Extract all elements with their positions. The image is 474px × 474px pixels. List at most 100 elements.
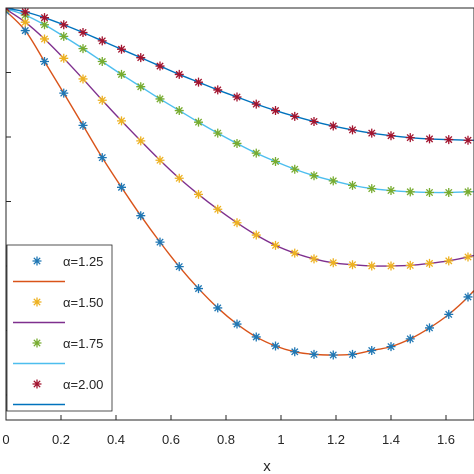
- x-tick-label: 0.4: [107, 432, 125, 447]
- data-point-series-1: [251, 332, 261, 342]
- data-point-series-3-glyph: [213, 128, 223, 138]
- data-point-series-4-glyph: [232, 92, 242, 102]
- data-point-series-1: [78, 120, 88, 130]
- legend-label: α=2.00: [63, 377, 103, 392]
- data-point-series-2: [309, 254, 319, 264]
- data-point-series-4-glyph: [40, 13, 49, 23]
- legend-marker: [32, 338, 42, 348]
- legend-marker-glyph: [32, 379, 42, 389]
- data-point-series-3: [367, 184, 377, 194]
- data-point-series-4-glyph: [97, 36, 107, 46]
- data-point-series-2-glyph: [213, 204, 223, 214]
- data-point-series-4: [20, 8, 30, 17]
- data-point-series-1-glyph: [194, 284, 203, 294]
- data-point-series-2: [97, 95, 107, 105]
- data-point-series-3-glyph: [463, 187, 473, 197]
- data-point-series-1: [97, 153, 107, 163]
- data-point-series-3-glyph: [232, 138, 242, 148]
- data-point-series-2: [386, 261, 396, 271]
- data-point-series-1: [59, 88, 69, 98]
- data-point-series-4-glyph: [367, 128, 377, 138]
- data-point-series-3: [136, 82, 146, 92]
- legend: α=1.25 α=1.50 α=1.75 α=2.00: [6, 244, 113, 412]
- legend-label: α=1.50: [63, 295, 103, 310]
- data-point-series-1: [405, 334, 415, 344]
- data-point-series-3-glyph: [386, 186, 396, 196]
- data-point-series-2-glyph: [155, 155, 165, 165]
- data-point-series-3: [425, 187, 434, 197]
- data-point-series-1-glyph: [328, 350, 338, 360]
- data-point-series-1-glyph: [20, 26, 30, 36]
- data-point-series-4: [174, 69, 184, 79]
- data-point-series-4: [444, 135, 454, 145]
- data-point-series-2-glyph: [136, 136, 146, 146]
- data-point-series-1-glyph: [444, 309, 454, 319]
- data-point-series-1-glyph: [232, 319, 242, 329]
- data-point-series-3-glyph: [40, 20, 49, 30]
- legend-marker: [32, 297, 42, 307]
- data-point-series-2-glyph: [425, 258, 434, 268]
- data-point-series-1-glyph: [386, 342, 396, 352]
- data-point-series-2-glyph: [463, 252, 473, 262]
- x-tick-label: 1.2: [327, 432, 345, 447]
- data-point-series-1-glyph: [271, 341, 280, 351]
- data-point-series-1-glyph: [348, 349, 357, 359]
- data-point-series-1: [155, 237, 165, 247]
- data-point-series-3: [213, 128, 223, 138]
- data-point-series-4-glyph: [251, 99, 261, 109]
- data-point-series-2: [328, 258, 338, 268]
- data-point-series-4: [328, 121, 338, 131]
- data-point-series-1-glyph: [78, 120, 88, 130]
- data-point-series-1: [194, 284, 203, 294]
- data-point-series-2-glyph: [271, 240, 280, 250]
- data-point-series-3-glyph: [271, 157, 280, 167]
- data-point-series-4-glyph: [59, 20, 69, 30]
- data-point-series-3-glyph: [59, 31, 69, 41]
- data-point-series-4: [386, 131, 396, 141]
- series-layer: [6, 8, 474, 360]
- data-point-series-4: [40, 13, 49, 23]
- data-point-series-3: [405, 187, 415, 197]
- data-point-series-1: [444, 309, 454, 319]
- data-point-series-1-glyph: [136, 211, 146, 221]
- data-point-series-2: [348, 260, 357, 270]
- data-point-series-1: [271, 341, 280, 351]
- axes-layer: 00.20.40.60.811.21.41.61x: [2, 7, 455, 474]
- series-line-3: [6, 8, 474, 194]
- data-point-series-4-glyph: [271, 106, 280, 116]
- data-point-series-2: [251, 230, 261, 240]
- data-point-series-2: [78, 74, 88, 84]
- data-point-series-4: [348, 125, 357, 135]
- data-point-series-3: [309, 171, 319, 181]
- data-point-series-3: [251, 148, 261, 158]
- data-point-series-3: [348, 180, 357, 190]
- data-point-series-4: [136, 53, 146, 63]
- data-point-series-4-glyph: [444, 135, 454, 145]
- data-point-series-3: [155, 94, 165, 104]
- data-point-series-2: [232, 218, 242, 228]
- legend-label: α=1.25: [63, 254, 103, 269]
- data-point-series-3: [59, 31, 69, 41]
- data-point-series-4: [194, 77, 203, 87]
- data-point-series-3: [40, 20, 49, 30]
- data-point-series-2: [290, 248, 300, 258]
- data-point-series-3: [97, 57, 107, 67]
- data-point-series-4: [78, 28, 88, 38]
- data-point-series-1-glyph: [117, 182, 126, 192]
- data-point-series-3-glyph: [309, 171, 319, 181]
- data-point-series-2-glyph: [309, 254, 319, 264]
- data-point-series-1-glyph: [213, 303, 223, 313]
- data-point-series-1-glyph: [97, 153, 107, 163]
- x-axis-label: x: [263, 458, 271, 474]
- data-point-series-3-glyph: [425, 187, 434, 197]
- data-point-series-3: [232, 138, 242, 148]
- legend-marker-glyph: [32, 338, 42, 348]
- data-point-series-3: [463, 187, 473, 197]
- data-point-series-4: [271, 106, 280, 116]
- data-point-series-2: [40, 34, 49, 44]
- data-point-series-2-glyph: [328, 258, 338, 268]
- data-point-series-2-glyph: [117, 116, 126, 126]
- data-point-series-1-glyph: [463, 292, 473, 302]
- data-point-series-3-glyph: [290, 164, 300, 174]
- data-point-series-3: [174, 106, 184, 116]
